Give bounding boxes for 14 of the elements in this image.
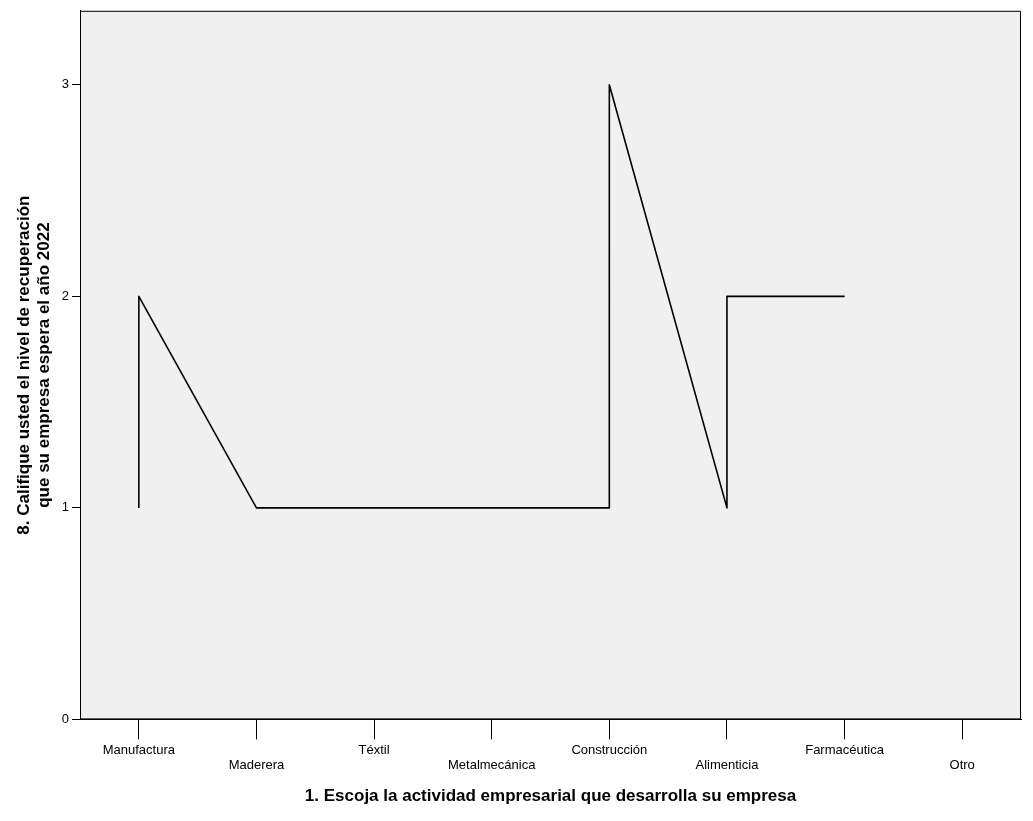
x-tick-label: Alimenticia <box>695 757 760 773</box>
x-tick-label: Otro <box>949 757 975 773</box>
y-tick-label: 0 <box>61 710 70 726</box>
x-tick-label: Manufactura <box>102 741 176 757</box>
x-tick-label: Construcción <box>571 741 648 757</box>
y-axis-title: 8. Califique usted el nivel de recuperación que su empresa espera el año 2022 <box>13 195 54 535</box>
y-tick-label: 2 <box>61 287 70 303</box>
y-tick-label: 3 <box>61 76 70 92</box>
x-tick-label: Metalmecánica <box>447 757 537 773</box>
x-axis-title: 1. Escoja la actividad empresarial que desarrolla su empresa <box>304 786 797 806</box>
x-tick-label: Téxtil <box>358 741 390 757</box>
x-tick-label: Maderera <box>228 757 286 773</box>
y-tick-label: 1 <box>61 499 70 515</box>
x-tick-label: Farmacéutica <box>805 741 885 757</box>
